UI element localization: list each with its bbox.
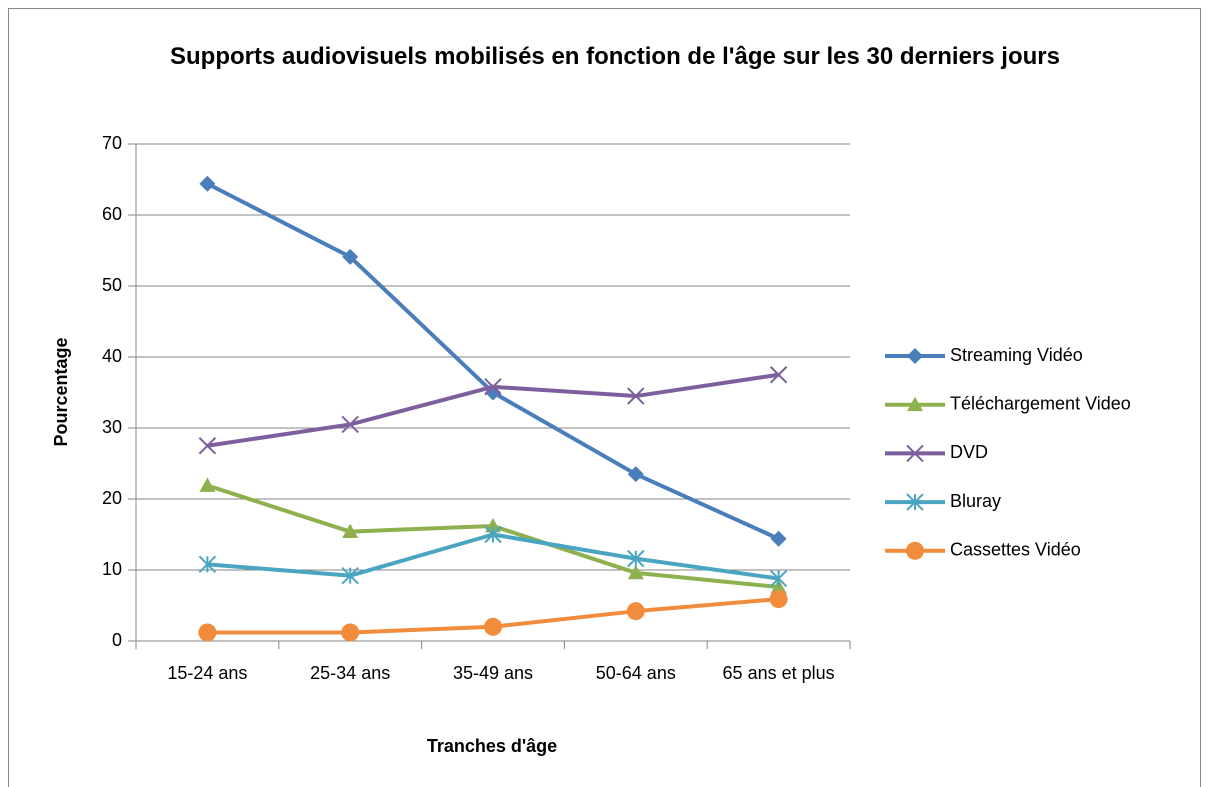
marker-stroke — [906, 444, 924, 463]
legend-label: Streaming Vidéo — [950, 345, 1083, 365]
marker — [198, 555, 217, 574]
marker — [769, 590, 788, 609]
legend-label: DVD — [950, 442, 988, 462]
marker — [769, 366, 788, 384]
marker — [198, 623, 217, 642]
marker — [198, 437, 217, 455]
marker — [341, 623, 360, 642]
marker — [342, 248, 359, 265]
marker — [770, 530, 787, 547]
y-tick-label: 50 — [102, 275, 122, 295]
legend-label: Téléchargement Video — [950, 393, 1131, 413]
x-tick-label: 35-49 ans — [452, 663, 534, 683]
x-axis-label: Tranches d'âge — [427, 736, 557, 756]
marker — [769, 569, 788, 588]
marker — [907, 348, 923, 364]
marker — [341, 415, 359, 434]
marker — [199, 477, 216, 492]
marker-stroke — [198, 437, 217, 455]
marker — [342, 523, 359, 539]
marker — [484, 378, 502, 396]
x-tick-label: 15-24 ans — [167, 663, 248, 683]
x-tick-label: 25-34 ans — [310, 663, 391, 683]
marker — [199, 175, 216, 192]
marker — [485, 517, 501, 533]
marker — [627, 466, 644, 483]
marker — [341, 566, 359, 585]
marker-stroke — [484, 378, 502, 396]
x-tick-label: 65 ans et plus — [722, 663, 835, 683]
marker — [627, 549, 645, 568]
marker — [627, 564, 644, 580]
series-line — [206, 181, 780, 541]
marker — [906, 541, 924, 560]
y-tick-label: 60 — [102, 204, 122, 224]
y-tick-label: 10 — [102, 559, 122, 579]
series-line — [207, 372, 779, 448]
y-tick-label: 70 — [102, 133, 122, 153]
y-tick-label: 0 — [112, 630, 122, 650]
marker — [484, 525, 502, 544]
y-axis-label: Pourcentage — [51, 337, 71, 446]
y-tick-label: 40 — [102, 346, 122, 366]
x-tick-label: 50-64 ans — [595, 663, 676, 683]
marker-stroke — [627, 387, 645, 405]
y-tick-label: 30 — [102, 417, 122, 437]
marker — [906, 493, 924, 511]
y-tick-label: 20 — [102, 488, 122, 508]
chart-title: Supports audiovisuels mobilisés en fonct… — [170, 43, 1060, 70]
marker-stroke — [341, 415, 359, 434]
marker — [627, 387, 645, 405]
legend-label: Cassettes Vidéo — [950, 540, 1081, 560]
marker — [907, 396, 923, 412]
marker — [906, 444, 924, 463]
marker-stroke — [769, 366, 788, 384]
legend-label: Bluray — [950, 491, 1001, 511]
marker — [626, 602, 645, 621]
chart-frame — [8, 8, 1201, 787]
marker — [484, 617, 502, 636]
